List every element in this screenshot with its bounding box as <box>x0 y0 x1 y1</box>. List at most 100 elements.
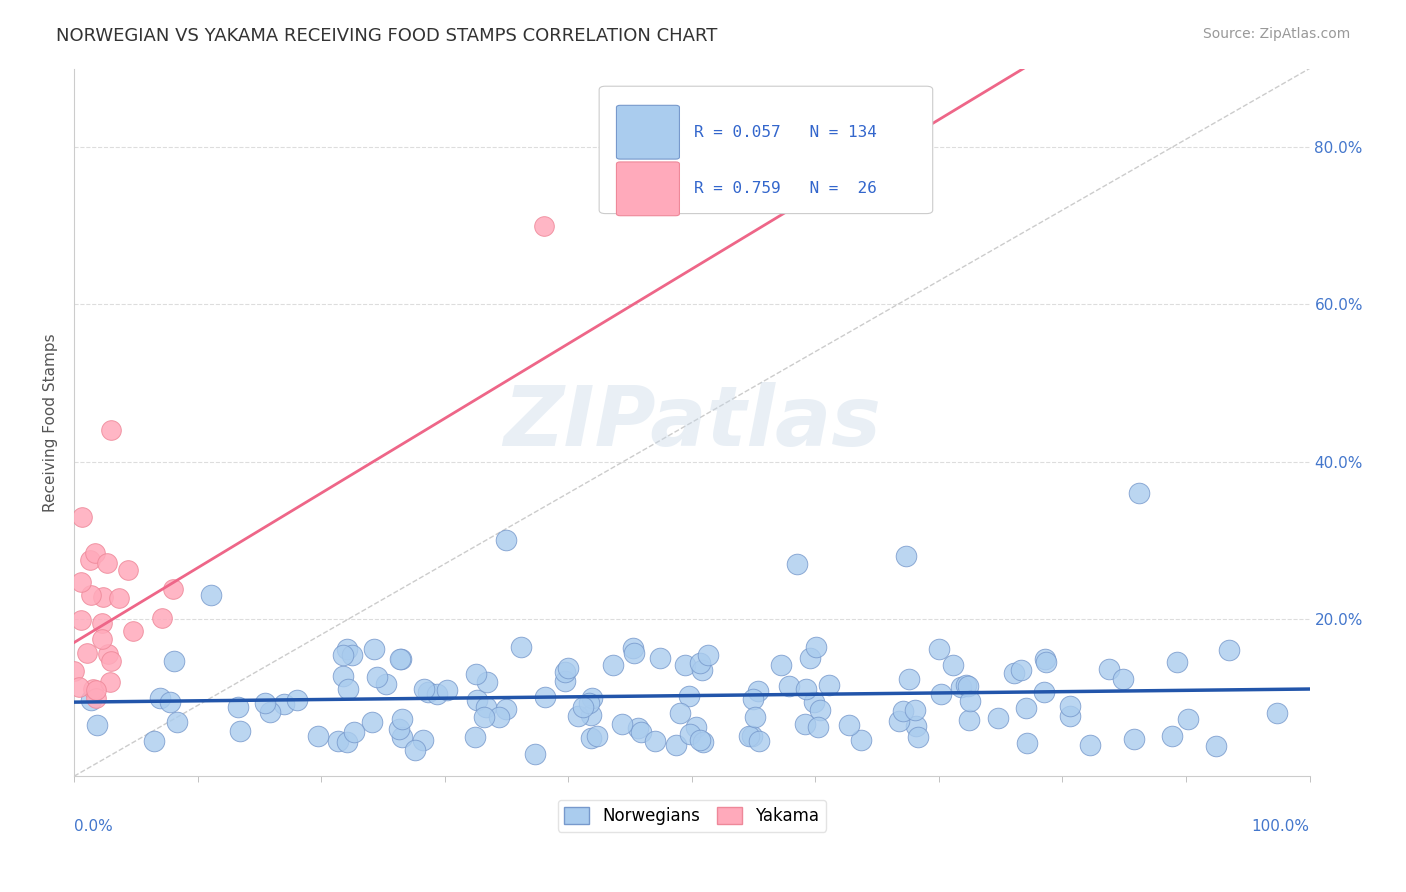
Point <box>1265 706 1288 721</box>
Point <box>388 652 411 666</box>
Point <box>1122 732 1144 747</box>
Point <box>1218 643 1240 657</box>
Point <box>778 679 800 693</box>
Point <box>166 715 188 730</box>
Point <box>336 642 359 657</box>
Point <box>907 730 929 744</box>
Point <box>1078 738 1101 752</box>
Point <box>669 706 692 720</box>
Point <box>391 730 413 744</box>
Point <box>1015 701 1038 715</box>
Point <box>387 723 409 737</box>
Point <box>80 693 103 707</box>
Point <box>82 681 104 696</box>
Point <box>1059 698 1081 713</box>
Point <box>1128 486 1150 500</box>
Point <box>627 722 650 736</box>
Point <box>1032 685 1054 699</box>
Point <box>679 727 702 741</box>
Point <box>610 717 633 731</box>
Point <box>1205 739 1227 753</box>
Point <box>285 692 308 706</box>
Point <box>904 719 927 733</box>
Point <box>696 648 718 662</box>
Point <box>741 691 763 706</box>
Point <box>389 652 412 666</box>
Point <box>1002 665 1025 680</box>
Point <box>523 747 546 761</box>
Text: NORWEGIAN VS YAKAMA RECEIVING FOOD STAMPS CORRELATION CHART: NORWEGIAN VS YAKAMA RECEIVING FOOD STAMP… <box>56 27 717 45</box>
Point <box>464 667 486 681</box>
Point <box>162 582 184 596</box>
Text: ZIPatlas: ZIPatlas <box>503 382 880 463</box>
Point <box>337 681 360 696</box>
Point <box>436 682 458 697</box>
Point <box>579 731 602 745</box>
Point <box>108 591 131 606</box>
Point <box>83 546 105 560</box>
Point <box>67 680 90 694</box>
Point <box>957 713 980 727</box>
Point <box>163 654 186 668</box>
Point <box>678 689 700 703</box>
Point <box>630 724 652 739</box>
Point <box>554 673 576 688</box>
Point <box>957 679 980 693</box>
Point <box>987 711 1010 725</box>
Point <box>554 665 576 679</box>
Point <box>1161 729 1184 743</box>
Text: R = 0.759   N =  26: R = 0.759 N = 26 <box>695 181 877 196</box>
Point <box>122 624 145 638</box>
Point <box>748 734 770 748</box>
Point <box>488 710 510 724</box>
Point <box>799 651 821 665</box>
Point <box>1112 673 1135 687</box>
Point <box>950 680 973 694</box>
Point <box>803 696 825 710</box>
Point <box>332 668 354 682</box>
Point <box>623 641 645 656</box>
Point <box>70 613 93 627</box>
Point <box>744 710 766 724</box>
Point <box>894 549 917 563</box>
Point <box>342 648 364 663</box>
Point <box>807 720 830 734</box>
Point <box>692 663 714 677</box>
Point <box>571 700 593 714</box>
FancyBboxPatch shape <box>616 105 679 159</box>
Point <box>738 729 761 743</box>
Point <box>747 684 769 698</box>
Point <box>465 693 488 707</box>
Point <box>533 690 555 705</box>
Point <box>150 611 173 625</box>
Point <box>495 533 517 548</box>
Point <box>97 647 120 661</box>
Point <box>838 717 860 731</box>
Point <box>117 563 139 577</box>
Point <box>361 714 384 729</box>
Point <box>794 716 817 731</box>
Point <box>98 674 121 689</box>
Point <box>689 656 711 670</box>
Point <box>100 654 122 668</box>
Point <box>412 733 434 747</box>
Point <box>404 743 426 757</box>
Point <box>200 588 222 602</box>
Point <box>475 674 498 689</box>
Point <box>259 705 281 719</box>
Point <box>804 640 827 655</box>
Point <box>366 670 388 684</box>
Point <box>464 730 486 744</box>
Point <box>69 574 91 589</box>
Point <box>70 509 93 524</box>
Point <box>91 591 114 605</box>
Point <box>475 700 498 714</box>
Point <box>328 734 350 748</box>
Point <box>786 557 808 571</box>
Point <box>955 678 977 692</box>
Legend: Norwegians, Yakama: Norwegians, Yakama <box>558 800 827 831</box>
Point <box>623 646 645 660</box>
Point <box>644 734 666 748</box>
Point <box>363 642 385 657</box>
Point <box>63 665 86 679</box>
